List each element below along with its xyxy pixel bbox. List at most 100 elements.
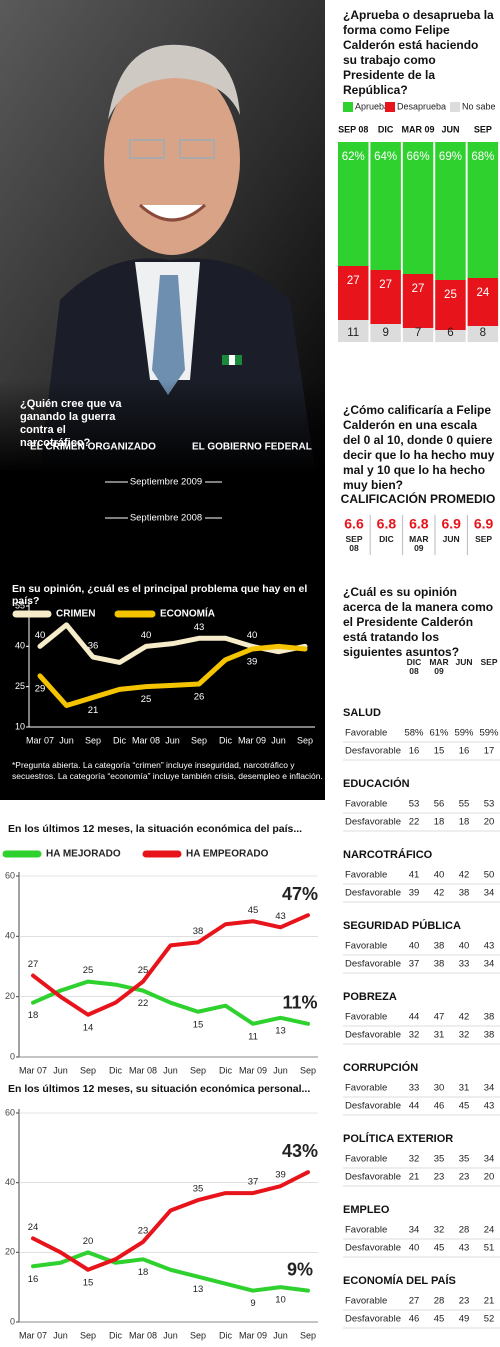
- data-label: 45: [248, 905, 259, 916]
- data-label: 11: [248, 1031, 258, 1042]
- data-label: 25: [141, 694, 152, 705]
- section-title: SALUD: [343, 707, 381, 719]
- photo: [0, 0, 325, 475]
- stat-label: SEP: [475, 534, 493, 544]
- data-label: 35: [193, 1184, 204, 1195]
- cell: 17: [484, 746, 495, 757]
- x-tick-label: Mar 08: [129, 1065, 157, 1075]
- stat-value: 6.8: [377, 516, 397, 532]
- row-label: Desfavorable: [345, 1101, 401, 1112]
- chart-title: En los últimos 12 meses, su situación ec…: [8, 1083, 311, 1095]
- cell: 40: [459, 941, 470, 952]
- y-tick-label: 0: [10, 1051, 15, 1061]
- data-label: 6: [447, 327, 453, 339]
- data-label: 69%: [439, 151, 462, 163]
- data-label: 64%: [374, 151, 397, 163]
- cell: 34: [409, 1225, 420, 1236]
- photo-question: ¿Quién cree que va ganando la guerra con…: [20, 398, 122, 449]
- cell: 50: [484, 870, 495, 881]
- chart-title: ¿Cómo calificaría a Felipe Calderón en u…: [343, 403, 495, 492]
- data-label: 24: [28, 1222, 39, 1233]
- stat-value: 6.9: [474, 516, 494, 532]
- bar-segment: [338, 266, 369, 320]
- x-tick-label: SEP: [474, 124, 492, 134]
- data-label: 25: [444, 289, 457, 301]
- data-label: 62%: [342, 151, 365, 163]
- x-tick-label: Dic: [113, 735, 126, 745]
- data-label: 22: [138, 998, 149, 1009]
- cell: 16: [459, 746, 470, 757]
- x-tick-label: Jun: [273, 1065, 288, 1075]
- section-title: POLÍTICA EXTERIOR: [343, 1132, 453, 1145]
- y-tick-label: 20: [5, 991, 15, 1001]
- cell: 24: [484, 1225, 495, 1236]
- stat-value: 6.8: [409, 516, 429, 532]
- data-label: 23: [138, 1225, 149, 1236]
- data-label: 18: [28, 1010, 39, 1021]
- legend-label: Desaprueba: [397, 101, 446, 111]
- data-label: 47%: [282, 884, 318, 904]
- section-title: EMPLEO: [343, 1204, 390, 1216]
- cell: 42: [459, 870, 470, 881]
- cell: 31: [434, 1030, 445, 1041]
- x-tick-label: Sep: [300, 1065, 316, 1075]
- x-tick-label: Sep: [85, 735, 101, 745]
- x-tick-label: MAR 09: [402, 124, 435, 134]
- bar-segment: [338, 142, 369, 266]
- data-label: 43: [275, 911, 286, 922]
- row-label: Favorable: [345, 1225, 387, 1236]
- data-label: 8: [480, 327, 486, 339]
- row-label: Desfavorable: [345, 817, 401, 828]
- bar-segment: [402, 142, 434, 274]
- bar-segment: [435, 330, 466, 342]
- x-tick-label: Jun: [271, 735, 286, 745]
- data-label: 9%: [287, 1259, 313, 1279]
- data-label: 26: [194, 691, 205, 702]
- legend-label: HA EMPEORADO: [186, 849, 269, 860]
- section-title: ECONOMÍA DEL PAÍS: [343, 1274, 456, 1287]
- section-title: NARCOTRÁFICO: [343, 848, 433, 861]
- x-tick-label: Jun: [53, 1065, 68, 1075]
- line-series: [31, 913, 310, 1017]
- x-tick-label: Jun: [163, 1330, 178, 1340]
- cell: 49: [459, 1314, 470, 1325]
- data-label: 24: [476, 287, 489, 299]
- cell: 28: [459, 1225, 470, 1236]
- cell: 32: [434, 1225, 445, 1236]
- cell: 32: [459, 1030, 470, 1041]
- option: EL GOBIERNO FEDERAL: [192, 442, 312, 453]
- chart-title: ¿Aprueba o desaprueba la forma como Feli…: [343, 8, 494, 97]
- cell: 34: [484, 1154, 495, 1165]
- cell: 20: [484, 817, 495, 828]
- data-label: 9: [250, 1298, 255, 1309]
- legend-label: No sabe: [462, 101, 496, 111]
- x-tick-label: Mar 07: [19, 1065, 47, 1075]
- y-tick-label: 60: [5, 1107, 15, 1117]
- cell: 59%: [479, 728, 499, 739]
- row-label: Favorable: [345, 799, 387, 810]
- cell: 53: [484, 799, 495, 810]
- cell: 33: [409, 1083, 420, 1094]
- column-header: JUN: [455, 657, 473, 667]
- column-header: SEP: [480, 657, 498, 667]
- row-label: Favorable: [345, 728, 387, 739]
- cell: 59%: [454, 728, 474, 739]
- cell: 38: [434, 959, 445, 970]
- row-label: Desfavorable: [345, 746, 401, 757]
- cell: 42: [459, 1012, 470, 1023]
- cell: 53: [409, 799, 420, 810]
- x-tick-label: Jun: [273, 1330, 288, 1340]
- cell: 45: [459, 1101, 470, 1112]
- cell: 34: [484, 959, 495, 970]
- y-tick-label: 10: [15, 721, 25, 731]
- cell: 31: [459, 1083, 470, 1094]
- data-label: 43%: [282, 1141, 318, 1161]
- x-tick-label: Mar 09: [239, 1330, 267, 1340]
- option: EL CRIMEN ORGANIZADO: [30, 442, 156, 453]
- x-tick-label: Sep: [297, 735, 313, 745]
- row-label: Desfavorable: [345, 1030, 401, 1041]
- data-label: 29: [35, 683, 46, 694]
- legend-label: Aprueba: [355, 101, 389, 111]
- cell: 37: [409, 959, 420, 970]
